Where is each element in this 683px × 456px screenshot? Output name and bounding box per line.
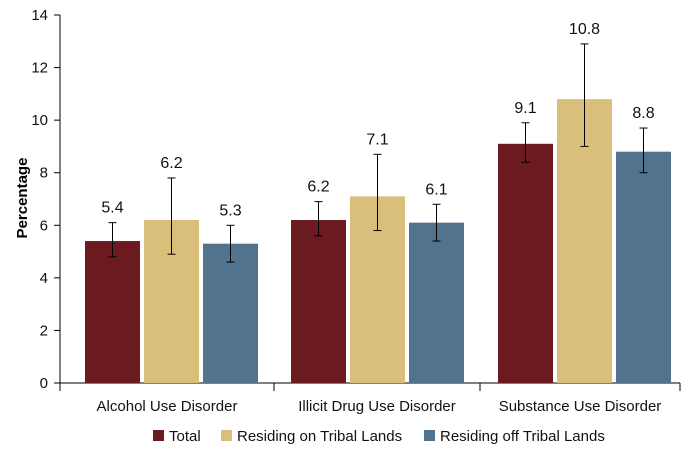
legend-label: Residing on Tribal Lands <box>237 428 402 445</box>
data-label: 5.3 <box>219 202 241 219</box>
data-label: 8.8 <box>632 105 654 122</box>
bar <box>498 143 553 383</box>
y-axis-title: Percentage <box>14 158 31 239</box>
axes: 0 2 4 6 8 10 12 14 Alcohol Use Disorder Illicit D… <box>31 7 681 415</box>
data-label: 7.1 <box>366 131 388 148</box>
legend-swatch <box>153 430 164 441</box>
y-tick-label: 2 <box>40 322 48 339</box>
legend-label: Residing off Tribal Lands <box>440 428 605 445</box>
bar <box>291 220 346 383</box>
y-tick-label: 6 <box>40 217 48 234</box>
x-category-label: Substance Use Disorder <box>499 398 662 415</box>
bar <box>85 241 140 383</box>
y-tick-label: 8 <box>40 165 48 182</box>
data-labels: 5.4 6.2 5.3 6.2 7.1 6.1 9.1 10.8 8.8 <box>101 21 654 219</box>
error-bars <box>108 43 648 263</box>
legend-swatch <box>424 430 435 441</box>
data-label: 6.2 <box>160 155 182 172</box>
x-category-label: Illicit Drug Use Disorder <box>298 398 456 415</box>
bar <box>409 222 464 383</box>
data-label: 6.1 <box>425 181 447 198</box>
legend: Total Residing on Tribal Lands Residing of… <box>153 428 605 445</box>
y-tick-label: 10 <box>31 112 48 129</box>
y-tick-label: 14 <box>31 7 48 24</box>
legend-swatch <box>221 430 232 441</box>
bar <box>203 243 258 383</box>
data-label: 5.4 <box>101 200 123 217</box>
bar <box>616 151 671 383</box>
y-tick-label: 12 <box>31 60 48 77</box>
data-label: 9.1 <box>514 100 536 117</box>
data-label: 6.2 <box>307 179 329 196</box>
legend-label: Total <box>169 428 201 445</box>
y-tick-label: 0 <box>40 375 48 392</box>
y-tick-label: 4 <box>40 270 48 287</box>
data-label: 10.8 <box>569 21 600 38</box>
x-category-label: Alcohol Use Disorder <box>97 398 238 415</box>
